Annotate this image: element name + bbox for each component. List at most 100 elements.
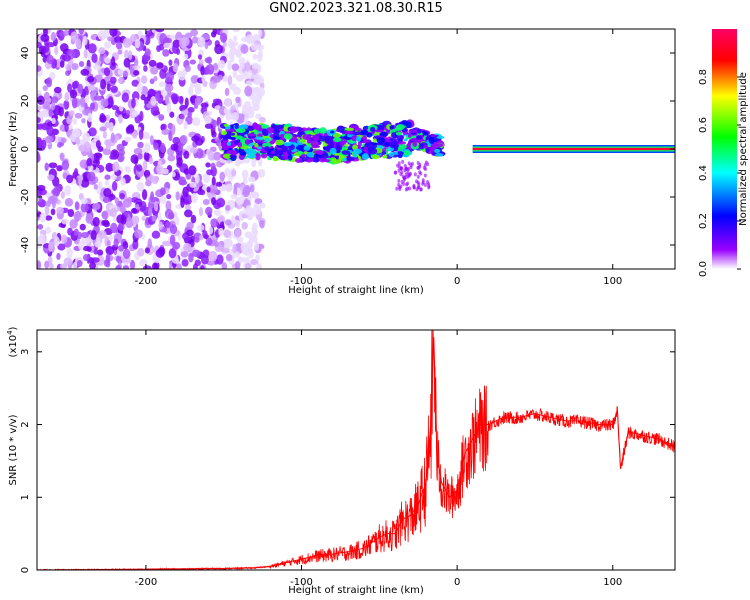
noise-speck xyxy=(84,94,90,103)
noise-speck xyxy=(66,174,74,184)
noise-speck xyxy=(144,247,151,254)
signal-point xyxy=(321,153,329,159)
noise-speck xyxy=(158,114,165,121)
signal-point xyxy=(260,153,268,159)
noise-speck xyxy=(205,206,213,216)
noise-speck xyxy=(165,71,174,83)
noise-speck xyxy=(223,238,233,245)
noise-speck xyxy=(165,221,172,229)
noise-speck xyxy=(156,62,164,69)
signal-point xyxy=(396,141,407,145)
noise-speck xyxy=(219,32,228,43)
noise-speck xyxy=(111,104,119,111)
noise-speck xyxy=(119,205,126,214)
noise-speck xyxy=(244,61,251,72)
noise-speck xyxy=(67,209,75,217)
noise-speck xyxy=(170,124,176,135)
signal-point xyxy=(400,180,404,185)
noise-speck xyxy=(87,165,94,171)
noise-speck xyxy=(150,191,155,203)
noise-speck xyxy=(234,261,241,269)
noise-speck xyxy=(258,116,266,123)
noise-speck xyxy=(147,207,153,218)
noise-speck xyxy=(112,161,120,172)
noise-speck xyxy=(99,126,107,132)
signal-point xyxy=(264,146,270,152)
noise-speck xyxy=(222,41,227,48)
signal-point xyxy=(417,185,421,190)
noise-speck xyxy=(122,265,130,269)
signal-point xyxy=(408,186,412,191)
colorbar-tick-label: 0.4 xyxy=(698,165,709,181)
noise-speck xyxy=(103,67,111,77)
signal-point xyxy=(404,166,408,171)
noise-speck xyxy=(87,112,93,123)
signal-point xyxy=(367,147,378,155)
noise-speck xyxy=(109,154,115,160)
noise-speck xyxy=(48,162,58,169)
noise-speck xyxy=(37,223,44,230)
signal-point xyxy=(412,141,418,147)
noise-speck xyxy=(56,165,63,172)
noise-speck xyxy=(63,99,70,110)
noise-speck xyxy=(46,126,55,136)
noise-speck xyxy=(121,256,131,264)
colorbar-label: Normalized spectral amplitude xyxy=(738,72,749,226)
snr-y-label: SNR (10 * v/v) xyxy=(8,414,19,485)
signal-point xyxy=(397,168,401,173)
noise-speck xyxy=(64,92,70,102)
noise-speck xyxy=(59,152,65,162)
noise-speck xyxy=(181,36,190,47)
noise-speck xyxy=(148,89,157,96)
noise-speck xyxy=(227,38,234,49)
noise-speck xyxy=(111,180,118,192)
noise-speck xyxy=(88,127,97,137)
noise-speck xyxy=(44,205,50,216)
noise-speck xyxy=(184,209,193,218)
signal-point xyxy=(344,130,354,135)
x-tick-label: -100 xyxy=(290,276,313,287)
noise-speck xyxy=(251,62,260,70)
noise-speck xyxy=(219,220,225,230)
noise-speck xyxy=(211,131,217,138)
signal-point xyxy=(405,182,409,187)
signal-point xyxy=(280,146,288,153)
noise-speck xyxy=(199,189,206,196)
signal-point xyxy=(382,154,388,159)
signal-point xyxy=(397,178,401,183)
noise-speck xyxy=(68,110,75,116)
noise-speck xyxy=(57,141,62,148)
noise-speck xyxy=(104,57,111,64)
noise-speck xyxy=(82,132,91,143)
noise-speck xyxy=(257,52,263,63)
noise-speck xyxy=(190,81,199,88)
noise-speck xyxy=(191,192,198,204)
signal-point xyxy=(301,156,308,162)
noise-speck xyxy=(257,158,263,167)
noise-speck xyxy=(179,114,185,120)
noise-speck xyxy=(190,75,198,84)
noise-speck xyxy=(217,59,226,69)
noise-speck xyxy=(206,260,215,266)
noise-speck xyxy=(125,109,131,115)
noise-speck xyxy=(126,197,133,203)
signal-point xyxy=(227,136,238,140)
signal-point xyxy=(303,145,311,151)
noise-speck xyxy=(224,87,230,97)
signal-point xyxy=(423,145,429,149)
noise-speck xyxy=(66,247,73,259)
signal-point xyxy=(423,182,427,187)
noise-speck xyxy=(109,29,118,37)
noise-speck xyxy=(187,106,195,113)
noise-speck xyxy=(145,30,154,37)
noise-speck xyxy=(114,197,120,205)
noise-speck xyxy=(132,64,141,71)
noise-speck xyxy=(75,38,82,49)
noise-speck xyxy=(137,152,143,160)
noise-speck xyxy=(110,207,117,218)
noise-speck xyxy=(216,254,224,265)
noise-speck xyxy=(251,157,257,168)
noise-speck xyxy=(40,33,50,43)
noise-speck xyxy=(243,100,251,111)
noise-speck xyxy=(90,102,95,111)
